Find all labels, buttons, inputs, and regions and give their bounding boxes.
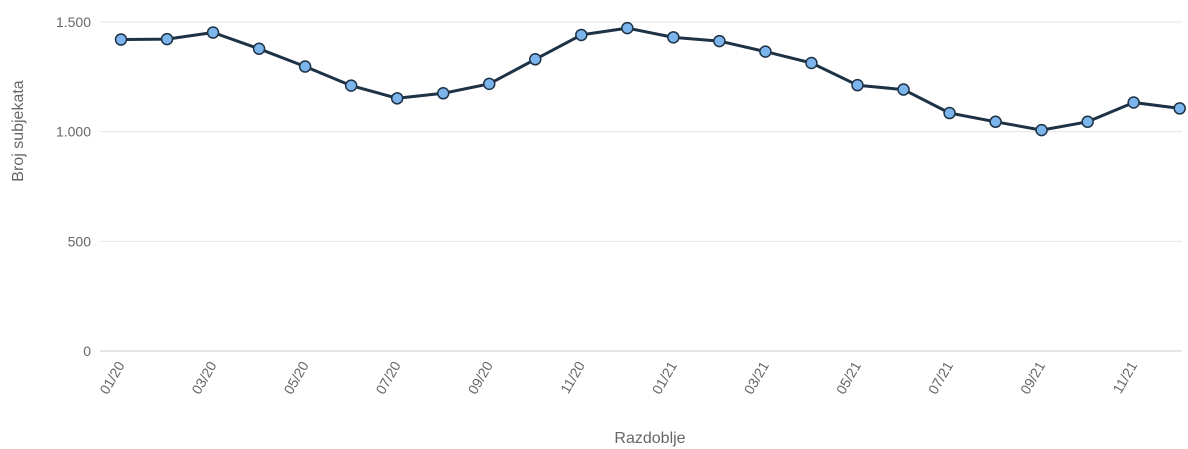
data-point[interactable] — [390, 92, 404, 105]
x-tick-label: 09/21 — [1017, 358, 1048, 397]
data-point[interactable] — [897, 83, 910, 96]
data-point[interactable] — [436, 87, 450, 100]
x-tick-label: 11/20 — [557, 358, 588, 396]
data-point[interactable] — [805, 56, 818, 70]
data-point[interactable] — [252, 42, 266, 56]
data-point[interactable] — [943, 106, 956, 120]
x-tick-label: 03/20 — [188, 358, 219, 397]
x-axis-ticks: 01/20 03/20 05/20 07/20 09/20 11/20 01/21 03/21… — [96, 358, 1140, 397]
y-tick-label: 0 — [83, 343, 91, 359]
data-point[interactable] — [529, 53, 542, 66]
x-tick-label: 01/21 — [649, 358, 680, 397]
data-point[interactable] — [344, 79, 358, 92]
series — [114, 21, 1186, 137]
data-point[interactable] — [667, 31, 680, 44]
x-tick-label: 01/20 — [96, 358, 127, 397]
x-tick-label: 03/21 — [741, 358, 772, 397]
grid-lines — [100, 21, 1182, 352]
x-tick-label: 09/20 — [464, 358, 495, 397]
x-axis-title: Razdoblje — [614, 430, 685, 447]
y-tick-label: 1.000 — [56, 124, 91, 140]
y-axis-title: Broj subjekata — [10, 80, 27, 181]
x-tick-label: 05/21 — [833, 358, 864, 397]
data-point[interactable] — [989, 115, 1002, 129]
data-point[interactable] — [759, 45, 772, 58]
data-point[interactable] — [114, 33, 128, 46]
y-tick-label: 1.500 — [56, 14, 91, 30]
x-tick-label: 11/21 — [1109, 358, 1140, 396]
data-point[interactable] — [851, 78, 864, 92]
y-tick-label: 500 — [68, 233, 92, 249]
data-point[interactable] — [1035, 123, 1048, 137]
y-axis-ticks: 0 500 1.000 1.500 — [56, 14, 91, 359]
data-point[interactable] — [206, 26, 220, 39]
data-point[interactable] — [575, 28, 588, 42]
data-point[interactable] — [160, 32, 174, 46]
data-point[interactable] — [621, 21, 634, 35]
data-point[interactable] — [298, 60, 312, 73]
data-point[interactable] — [1081, 115, 1094, 129]
x-tick-label: 07/20 — [372, 358, 403, 397]
x-tick-label: 07/21 — [925, 358, 956, 397]
series-line-0 — [119, 26, 1182, 132]
data-point[interactable] — [713, 34, 726, 48]
data-point[interactable] — [482, 77, 496, 91]
data-point[interactable] — [1127, 96, 1140, 109]
data-point[interactable] — [1173, 102, 1186, 115]
x-tick-label: 05/20 — [280, 358, 311, 397]
